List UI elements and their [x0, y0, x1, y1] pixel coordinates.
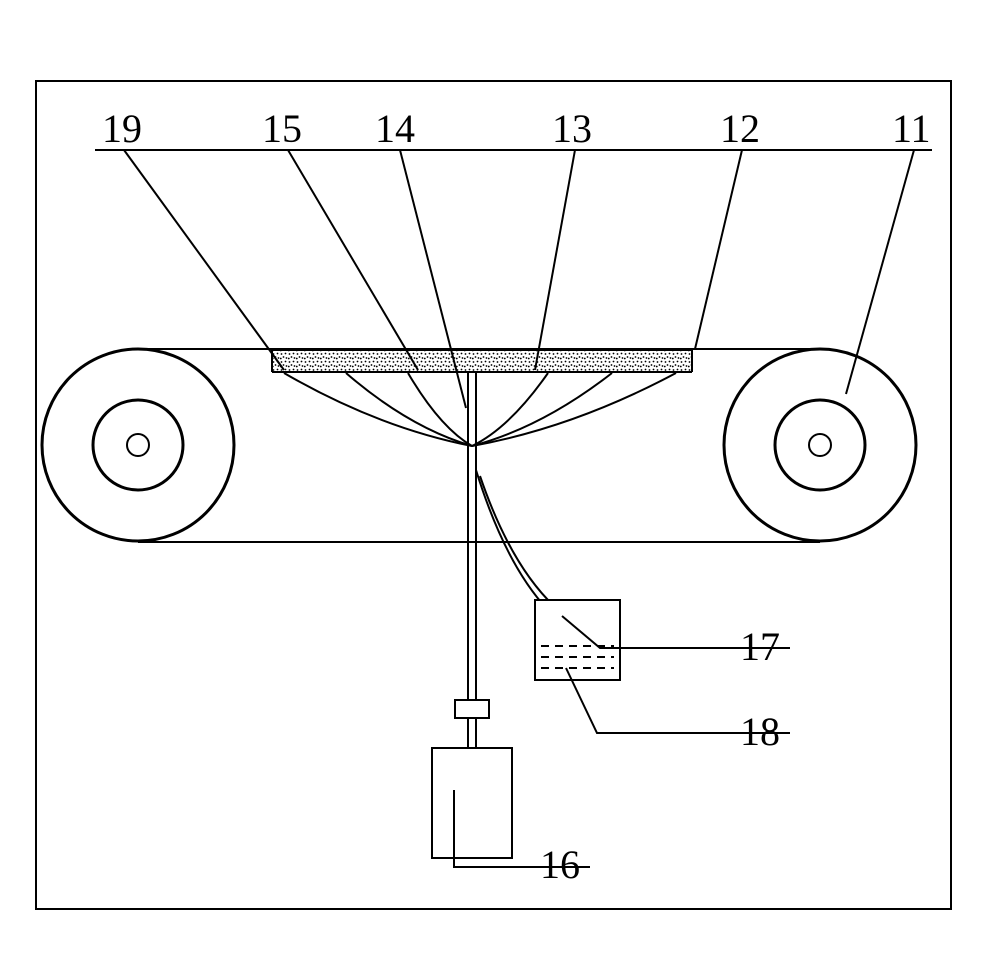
- label-19: 19: [102, 106, 142, 151]
- label-13: 13: [552, 106, 592, 151]
- fan-line: [472, 373, 612, 446]
- roller-0: [42, 349, 234, 541]
- leader-1: [288, 150, 418, 370]
- leader-5: [846, 150, 914, 394]
- label-16: 16: [540, 842, 580, 887]
- fan-line: [472, 373, 548, 446]
- label-15: 15: [262, 106, 302, 151]
- label-14: 14: [375, 106, 415, 151]
- leader-0: [124, 150, 284, 370]
- leader-3: [535, 150, 575, 370]
- label-17: 17: [740, 624, 780, 669]
- fan-line: [346, 373, 472, 446]
- coupling: [455, 700, 489, 718]
- fan-line: [472, 373, 676, 446]
- stipple-layer: [272, 350, 692, 372]
- motor-box: [432, 748, 512, 858]
- label-11: 11: [892, 106, 931, 151]
- label-18: 18: [740, 709, 780, 754]
- leader-4: [695, 150, 742, 349]
- label-12: 12: [720, 106, 760, 151]
- roller-1: [724, 349, 916, 541]
